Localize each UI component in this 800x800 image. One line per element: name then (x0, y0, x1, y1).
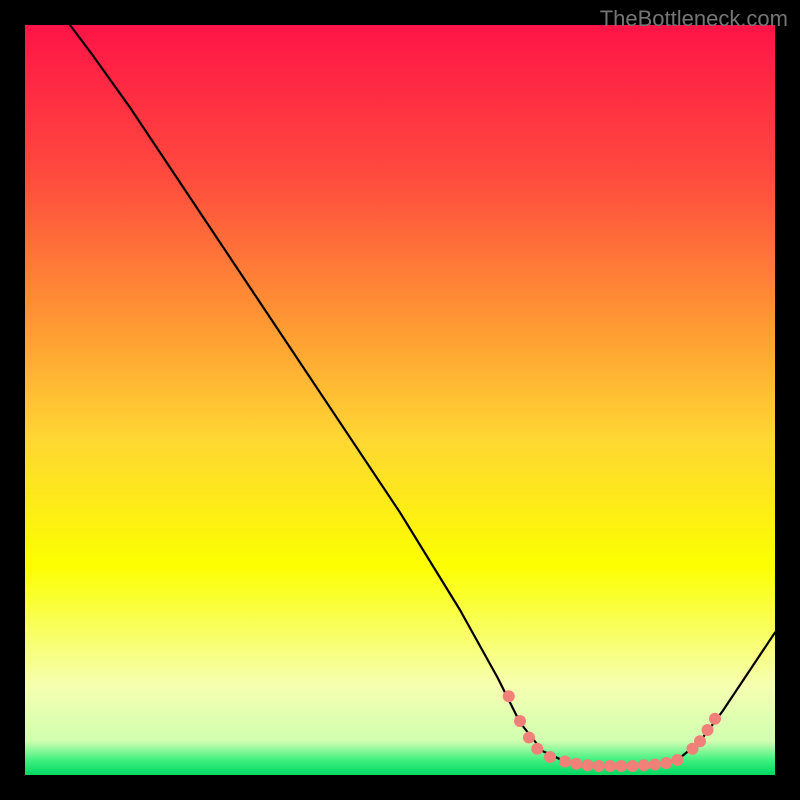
data-marker (559, 756, 571, 768)
data-marker (694, 735, 706, 747)
curve-line (70, 25, 775, 766)
data-marker (604, 760, 616, 772)
data-marker (582, 759, 594, 771)
data-marker (523, 732, 535, 744)
data-marker (531, 743, 543, 755)
data-marker (570, 758, 582, 770)
data-marker (702, 724, 714, 736)
data-marker (593, 760, 605, 772)
watermark-text: TheBottleneck.com (600, 6, 788, 32)
data-marker (709, 713, 721, 725)
plot-area (25, 25, 775, 775)
data-marker (615, 760, 627, 772)
data-marker (544, 751, 556, 763)
data-marker (672, 754, 684, 766)
markers-group (503, 690, 721, 772)
curve-layer (25, 25, 775, 775)
data-marker (649, 759, 661, 771)
data-marker (660, 757, 672, 769)
data-marker (638, 759, 650, 771)
data-marker (503, 690, 515, 702)
data-marker (627, 760, 639, 772)
data-marker (514, 715, 526, 727)
